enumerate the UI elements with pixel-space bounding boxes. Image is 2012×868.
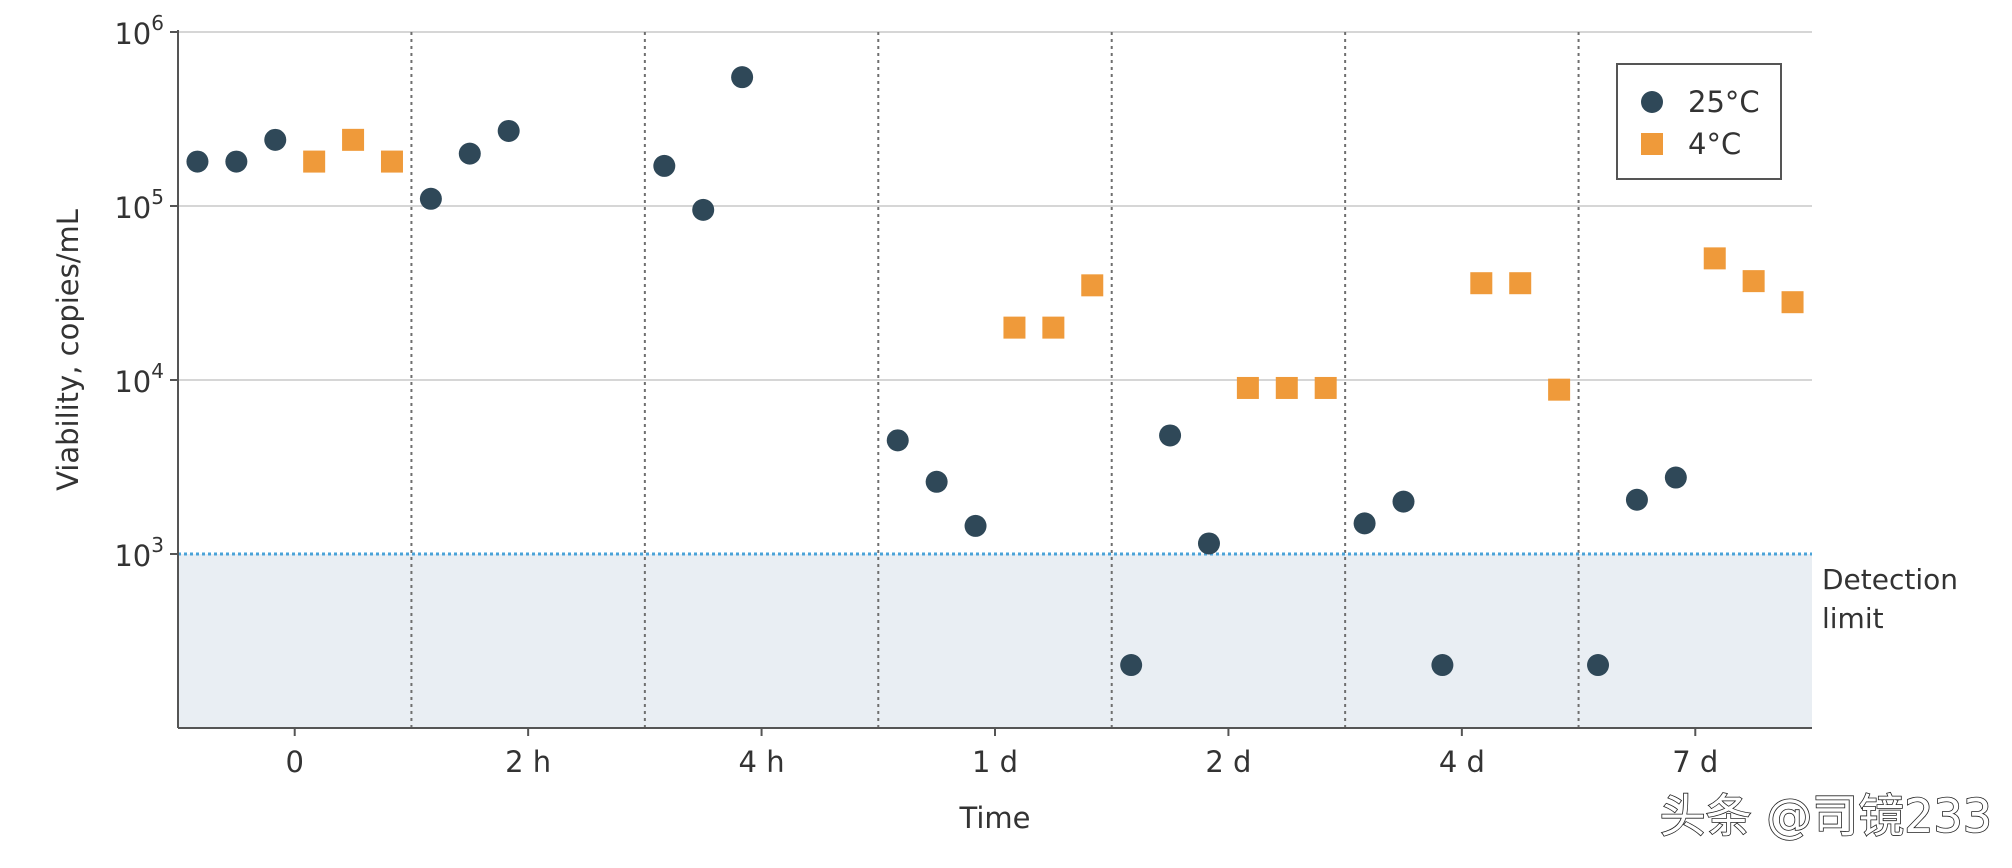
point-25c-2-2	[731, 66, 754, 89]
point-25c-4-2	[1197, 532, 1220, 555]
legend-marker-25c	[1641, 91, 1663, 113]
horizontal-gridlines	[178, 31, 1812, 381]
point-4c-5-2	[1548, 378, 1571, 401]
point-25c-0-2	[264, 128, 287, 151]
point-4c-6-0	[1703, 247, 1726, 270]
x-tick-label-4: 2 d	[1205, 745, 1251, 779]
point-4c-4-1	[1275, 376, 1298, 399]
point-4c-4-2	[1314, 376, 1337, 399]
point-4c-5-0	[1470, 272, 1493, 295]
axes	[170, 30, 1812, 736]
detection-limit-label-line2: limit	[1822, 602, 1884, 635]
point-4c-0-0	[303, 150, 326, 173]
point-4c-6-1	[1742, 270, 1765, 293]
point-25c-5-1	[1392, 490, 1415, 513]
watermark: 头条 @司镜233	[1660, 789, 1992, 843]
legend: 25°C 4°C	[1616, 63, 1782, 180]
below-detection-region	[178, 554, 1812, 728]
point-4c-4-0	[1236, 376, 1259, 399]
point-25c-4-1	[1159, 424, 1182, 447]
legend-marker-4c	[1641, 133, 1663, 155]
point-25c-6-2	[1664, 466, 1687, 489]
legend-box	[1616, 63, 1782, 180]
point-25c-6-1	[1625, 488, 1648, 511]
point-4c-3-0	[1003, 316, 1026, 339]
detection-limit-label-line1: Detection	[1822, 563, 1958, 596]
y-tick-label-2: 105	[114, 185, 164, 225]
point-25c-1-2	[497, 119, 520, 142]
x-tick-label-2: 4 h	[739, 745, 785, 779]
point-25c-6-0	[1587, 654, 1610, 677]
point-25c-4-0	[1120, 654, 1143, 677]
point-4c-0-1	[342, 128, 365, 151]
y-tick-label-1: 104	[114, 359, 164, 399]
point-25c-5-2	[1431, 654, 1454, 677]
data-points	[186, 66, 1804, 677]
point-4c-5-1	[1509, 272, 1532, 295]
point-4c-6-2	[1781, 291, 1804, 314]
point-25c-0-1	[225, 150, 248, 173]
x-axis-title: Time	[959, 801, 1031, 835]
point-25c-2-0	[653, 154, 676, 177]
x-tick-label-6: 7 d	[1672, 745, 1718, 779]
x-tick-labels: 0 2 h 4 h 1 d 2 d 4 d 7 d	[285, 745, 1718, 779]
y-axis-title: Viability, copies/mL	[51, 209, 85, 491]
point-25c-0-0	[186, 150, 209, 173]
point-25c-5-0	[1353, 512, 1376, 535]
y-tick-label-0: 103	[114, 533, 164, 573]
y-tick-label-3: 106	[114, 11, 164, 51]
x-tick-label-1: 2 h	[505, 745, 551, 779]
legend-label-25c: 25°C	[1688, 85, 1760, 119]
point-4c-3-2	[1081, 274, 1104, 297]
point-25c-1-1	[458, 142, 481, 165]
legend-label-4c: 4°C	[1688, 127, 1741, 161]
x-tick-label-5: 4 d	[1439, 745, 1485, 779]
point-25c-2-1	[692, 198, 715, 221]
x-tick-label-0: 0	[285, 745, 303, 779]
point-25c-3-1	[925, 470, 948, 493]
point-25c-3-0	[886, 429, 909, 452]
point-25c-1-0	[419, 187, 442, 210]
point-4c-0-2	[380, 150, 403, 173]
y-tick-labels: 103 104 105 106	[114, 11, 164, 573]
point-4c-3-1	[1042, 316, 1065, 339]
point-25c-3-2	[964, 514, 987, 537]
x-tick-label-3: 1 d	[972, 745, 1018, 779]
